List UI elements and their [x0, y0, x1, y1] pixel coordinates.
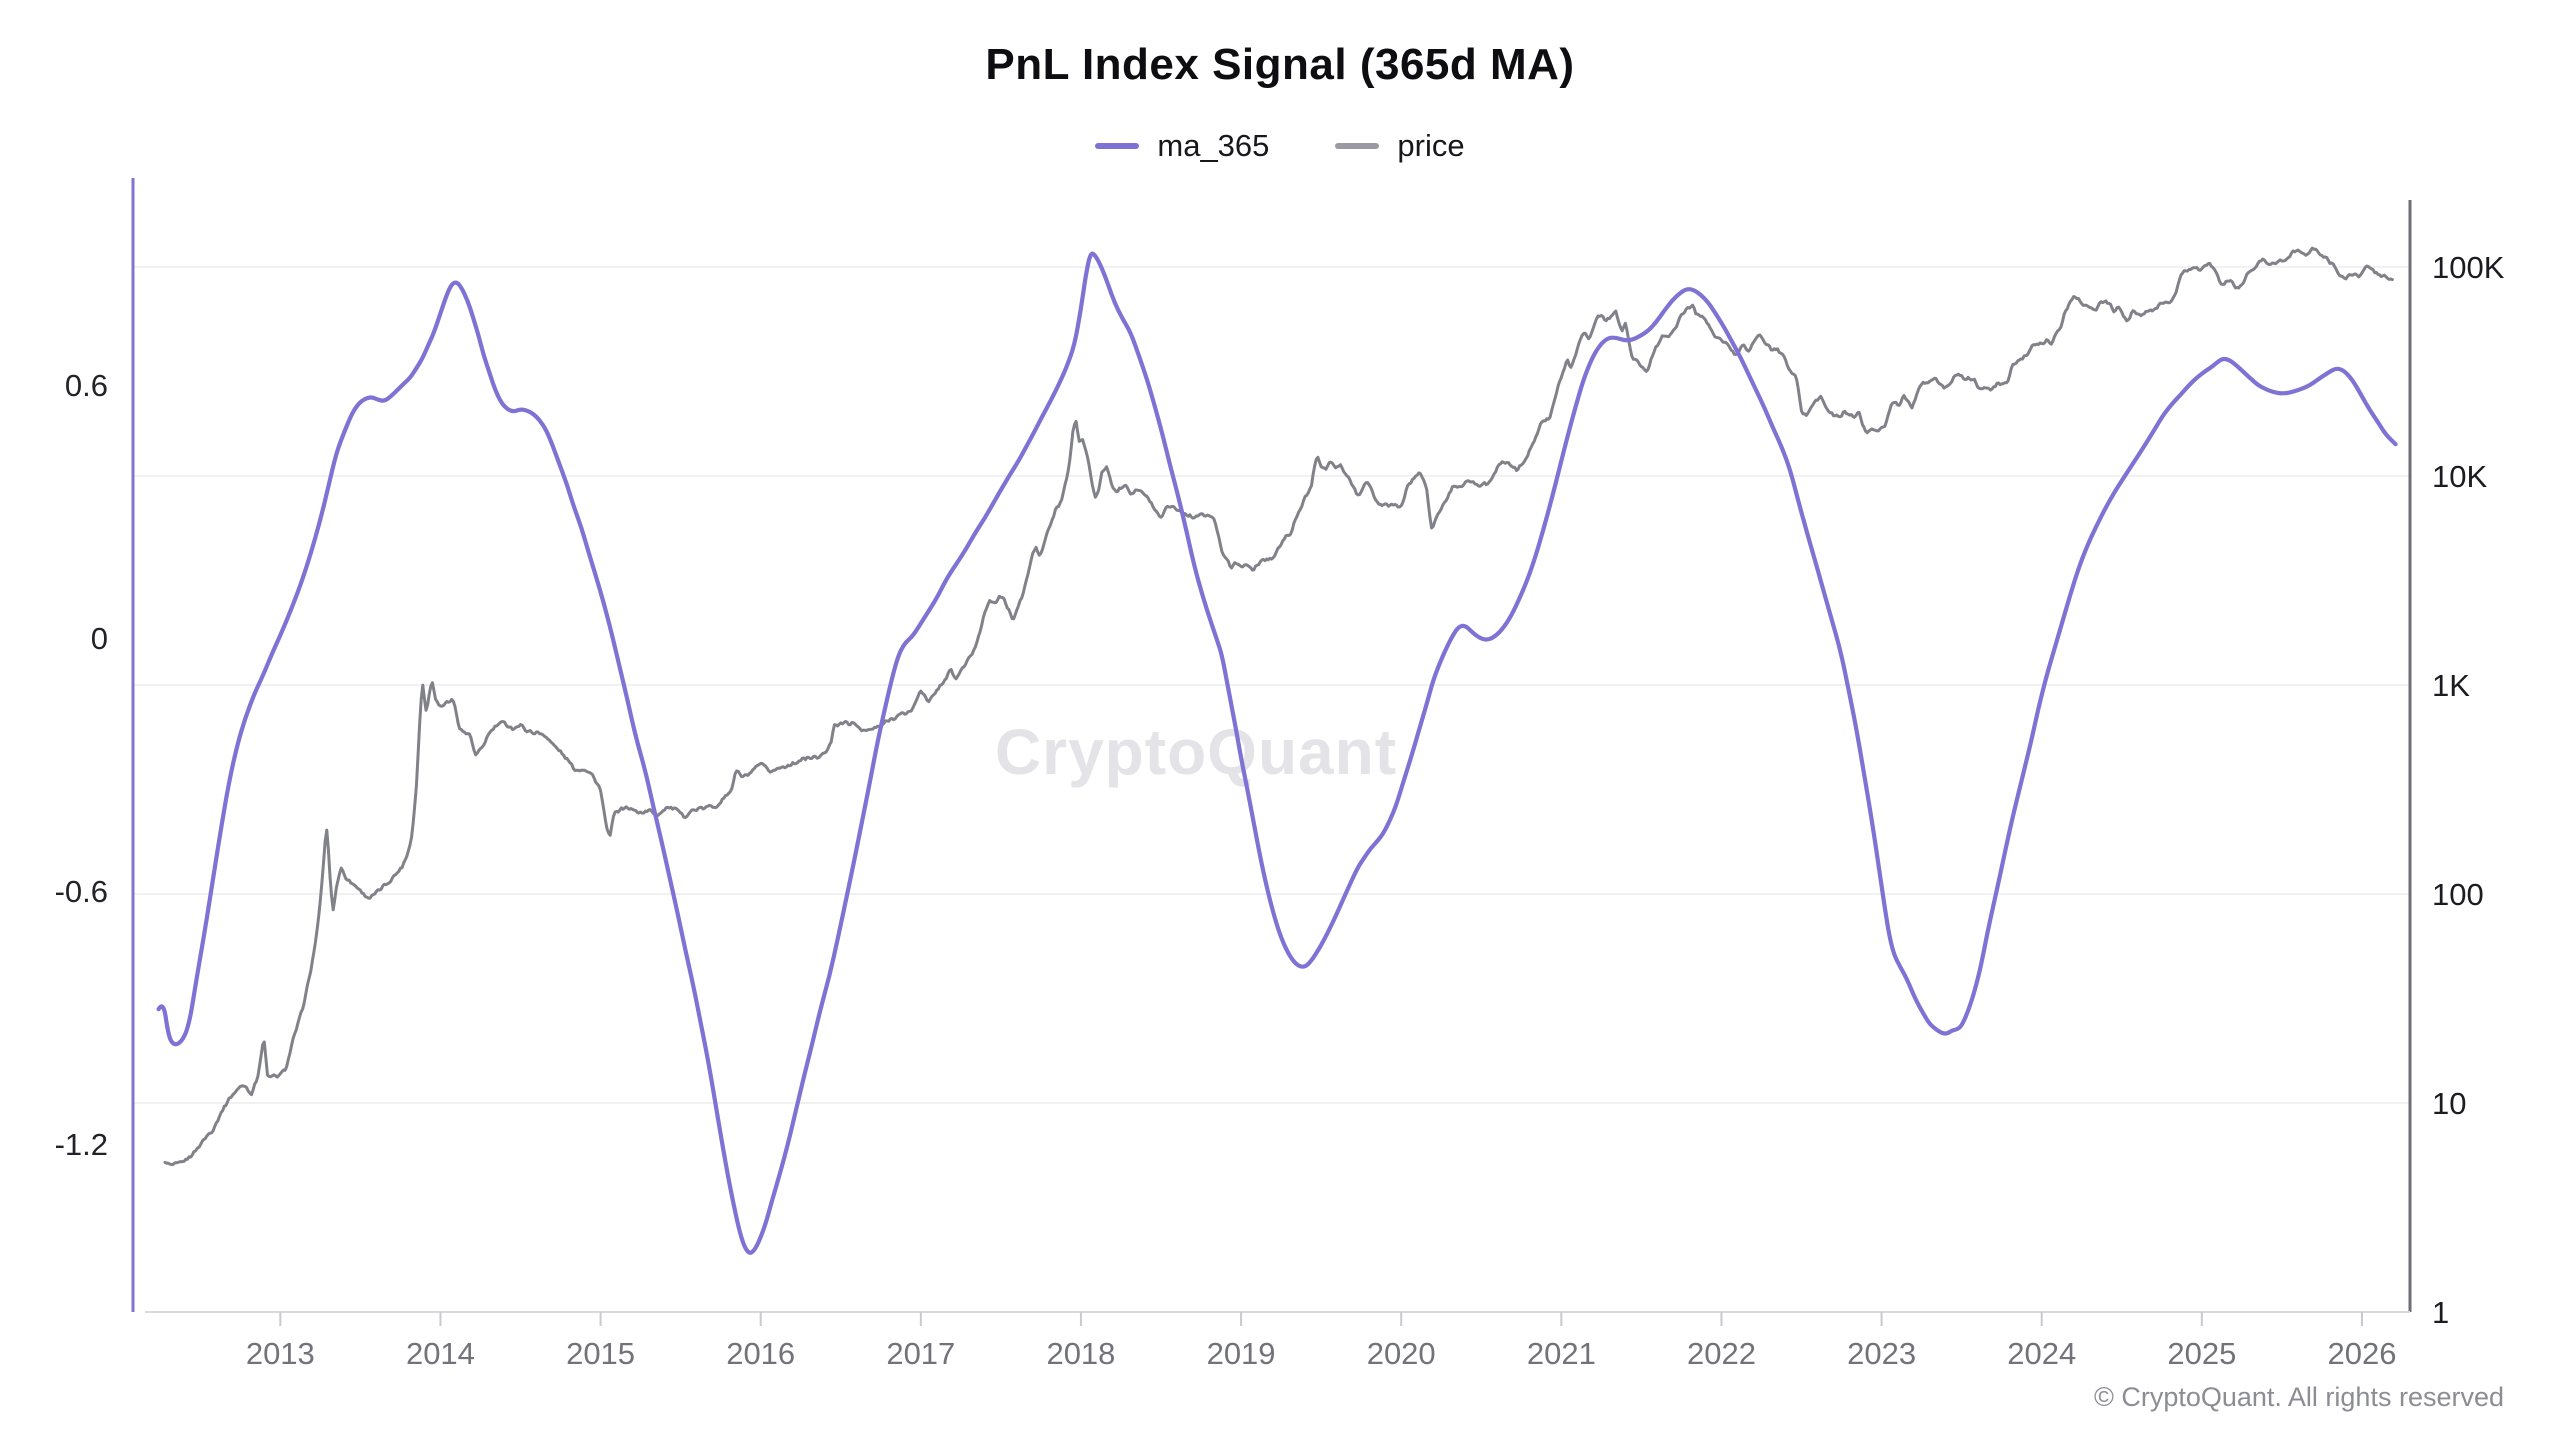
- left-y-tick-label: -1.2: [55, 1127, 108, 1162]
- x-tick-label: 2014: [406, 1336, 475, 1371]
- ma365-line[interactable]: [156, 251, 2398, 1255]
- right-y-tick-label: 10K: [2432, 459, 2487, 494]
- gridlines: [133, 265, 2410, 1104]
- legend-item-ma365[interactable]: ma_365: [1095, 128, 1269, 164]
- right-y-tick-label: 1K: [2432, 668, 2470, 703]
- axes: [131, 178, 2412, 1326]
- x-tick-label: 2025: [2167, 1336, 2236, 1371]
- left-y-tick-label: -0.6: [55, 874, 108, 909]
- left-y-tick-label: 0.6: [65, 368, 108, 403]
- x-tick-label: 2023: [1847, 1336, 1916, 1371]
- price-line-swatch-icon: [1335, 143, 1380, 149]
- cryptoquant-watermark: CryptoQuant: [994, 716, 1398, 788]
- left-y-tick-label: 0: [91, 621, 108, 656]
- right-y-tick-label: 1: [2432, 1295, 2449, 1330]
- x-tick-label: 2015: [566, 1336, 635, 1371]
- price-line[interactable]: [163, 246, 2394, 1166]
- chart-title: PnL Index Signal (365d MA): [985, 40, 1575, 89]
- right-y-tick-label: 10: [2432, 1086, 2466, 1121]
- legend-item-price[interactable]: price: [1335, 128, 1465, 164]
- legend-label-price: price: [1397, 128, 1465, 163]
- legend: ma_365 price: [0, 128, 2560, 164]
- x-tick-label: 2016: [726, 1336, 795, 1371]
- ma365-line-swatch-icon: [1095, 143, 1140, 149]
- right-y-tick-label: 100: [2432, 877, 2484, 912]
- right-y-tick-label: 100K: [2432, 250, 2505, 285]
- x-tick-label: 2022: [1687, 1336, 1756, 1371]
- legend-label-ma365: ma_365: [1157, 128, 1270, 163]
- x-tick-label: 2017: [886, 1336, 955, 1371]
- x-tick-label: 2026: [2327, 1336, 2396, 1371]
- tick-labels: 2013 2014 2015 2016 2017 2018 2019 2020 2021 2022…: [55, 250, 2505, 1371]
- x-tick-label: 2018: [1046, 1336, 1115, 1371]
- x-tick-label: 2020: [1367, 1336, 1436, 1371]
- x-tick-label: 2021: [1527, 1336, 1596, 1371]
- x-tick-label: 2024: [2007, 1336, 2076, 1371]
- copyright-note: © CryptoQuant. All rights reserved: [2093, 1382, 2504, 1412]
- x-tick-label: 2019: [1207, 1336, 1276, 1371]
- x-tick-label: 2013: [246, 1336, 315, 1371]
